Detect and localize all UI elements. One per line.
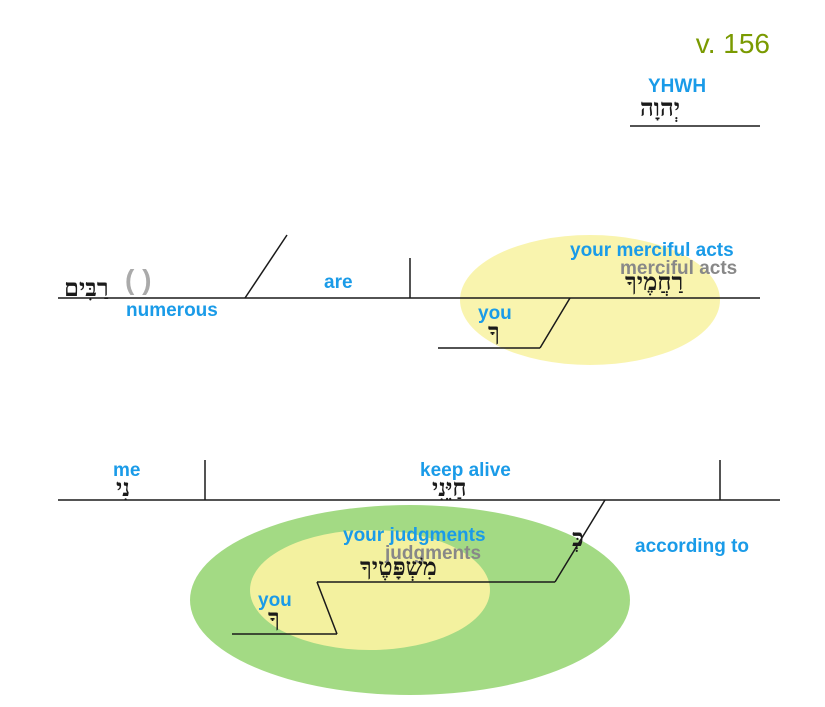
hebrew-ke: כְּ [572, 526, 584, 553]
hebrew-yhwh: יְהוָה [640, 96, 680, 123]
hebrew-you-bottom: ךָ [268, 606, 280, 633]
gloss-numerous: numerous [126, 300, 218, 322]
hebrew-you-top: ךָ [488, 320, 500, 347]
hebrew-me: נִי [116, 476, 130, 503]
gloss-according-to: according to [635, 536, 749, 558]
hebrew-judgments: מִשְׁפָּטֶיךָ [360, 555, 437, 582]
verse-label: v. 156 [696, 28, 770, 60]
hebrew-keep-alive: חַיֵּנִי [432, 476, 467, 503]
gloss-are: are [324, 272, 353, 294]
hebrew-numerous: רַבִּים [64, 276, 109, 303]
hebrew-merciful: רַחֲמֶיךָ [625, 270, 683, 297]
gloss-yhwh: YHWH [648, 76, 706, 98]
gloss-paren: ( ) [125, 264, 151, 296]
